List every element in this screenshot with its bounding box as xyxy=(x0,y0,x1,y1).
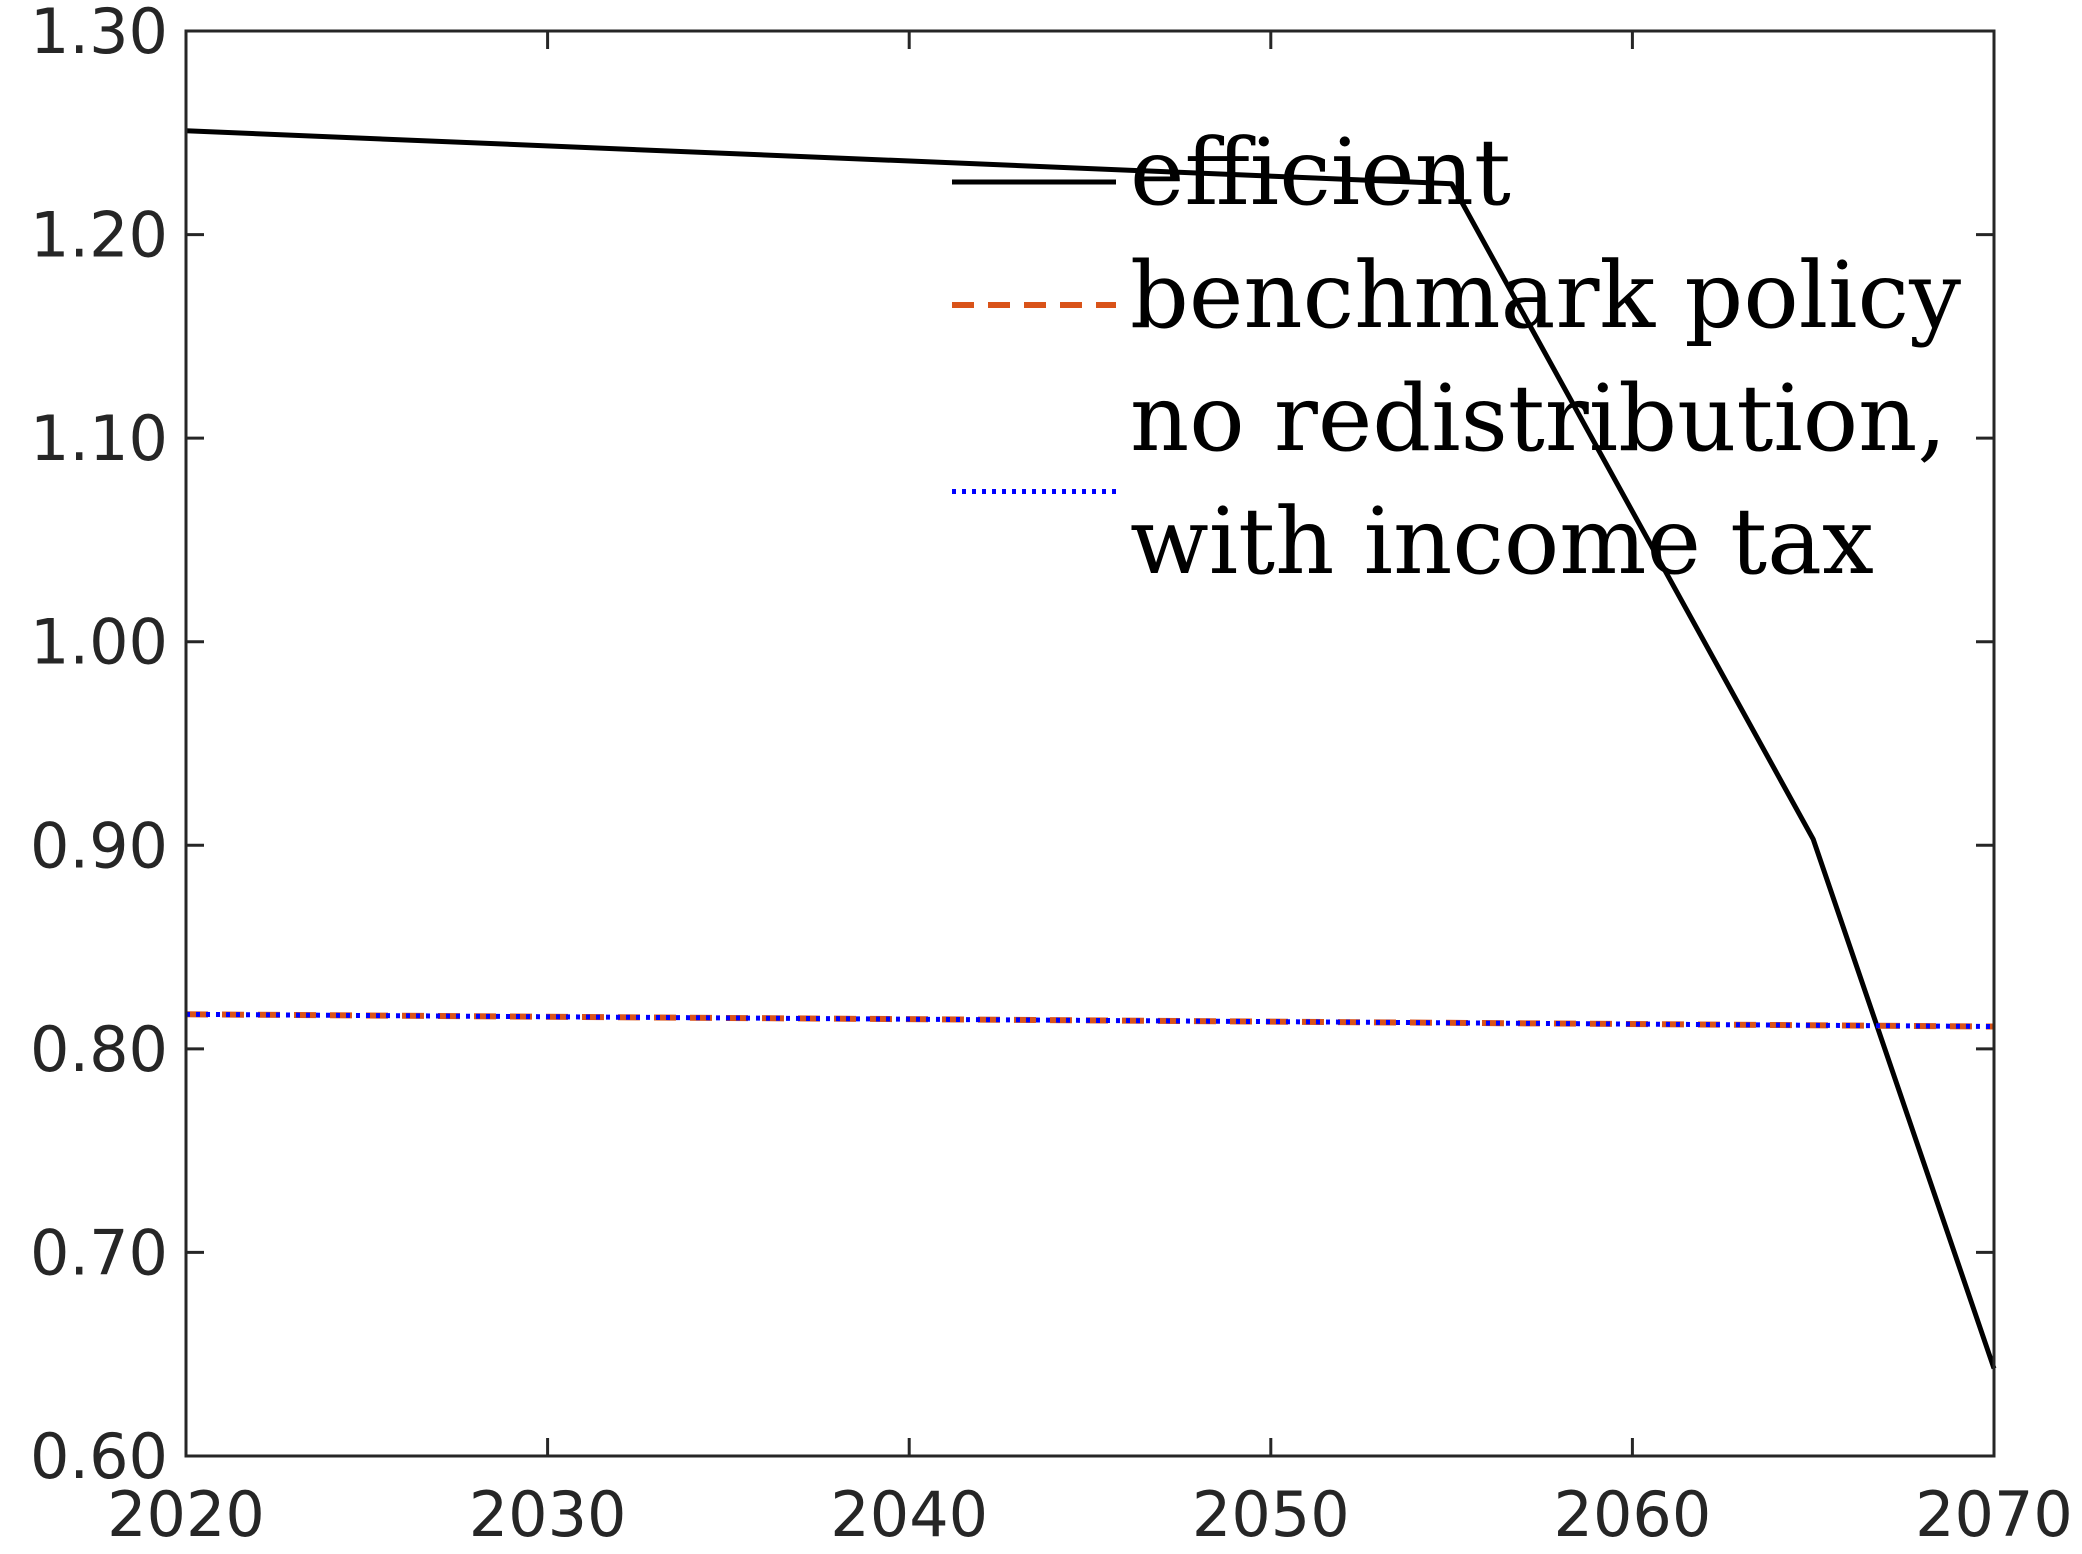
plot-area-frame xyxy=(184,29,1996,1458)
x-tick-label: 2060 xyxy=(1554,1478,1712,1551)
legend-label-line: with income tax xyxy=(1130,488,1874,595)
legend-label-benchmark-policy: benchmark policy xyxy=(1130,242,1961,349)
axis-ticks: 2020 2030 2040 2050 2060 2070 0.60 0.70 0.80 0.90… xyxy=(30,0,2073,1551)
y-tick-label: 0.80 xyxy=(30,1013,168,1086)
legend-label-line: no redistribution, xyxy=(1130,365,1947,472)
series-layer xyxy=(185,128,1997,1370)
legend-label-no-redistribution-with-income-tax: no redistribution, with income tax xyxy=(1130,365,1947,595)
x-tick-label: 2070 xyxy=(1915,1478,2073,1551)
x-tick-label: 2030 xyxy=(469,1478,627,1551)
legend-label-efficient: efficient xyxy=(1130,119,1511,226)
x-tick-label: 2050 xyxy=(1192,1478,1350,1551)
y-tick-label: 1.30 xyxy=(30,0,168,68)
y-tick-label: 0.70 xyxy=(30,1216,168,1289)
y-tick-label: 0.90 xyxy=(30,809,168,882)
x-tick-label: 2020 xyxy=(107,1478,265,1551)
series-line-no-redistribution-with-income-tax xyxy=(185,1011,1995,1029)
y-tick-label: 0.60 xyxy=(30,1420,168,1493)
series-line-efficient xyxy=(185,128,1997,1370)
y-tick-label: 1.10 xyxy=(30,402,168,475)
legend-label-line: efficient xyxy=(1130,119,1511,226)
legend: efficient benchmark policy no redistributi… xyxy=(952,119,1961,595)
y-tick-label: 1.00 xyxy=(30,606,168,679)
y-tick-label: 1.20 xyxy=(30,199,168,272)
x-tick-label: 2040 xyxy=(830,1478,988,1551)
legend-label-line: benchmark policy xyxy=(1130,242,1961,349)
